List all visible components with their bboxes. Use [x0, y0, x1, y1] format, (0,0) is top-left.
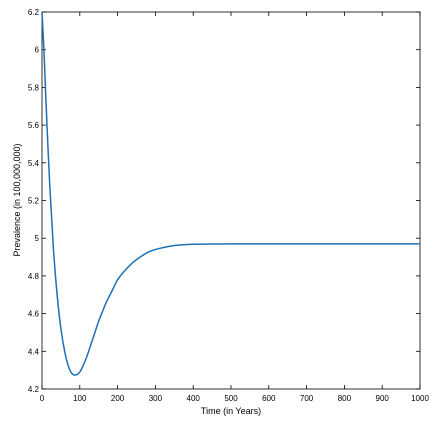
y-tick-label: 6.2	[28, 8, 40, 17]
x-tick-label: 0	[40, 394, 45, 403]
y-tick-label: 4.8	[28, 272, 40, 281]
y-tick-label: 4.4	[28, 347, 40, 356]
y-tick-label: 5.8	[28, 83, 40, 92]
x-tick-label: 1000	[411, 394, 429, 403]
y-tick-label: 5.2	[28, 197, 40, 206]
x-tick-label: 900	[376, 394, 390, 403]
y-tick-label: 5.6	[28, 121, 40, 130]
x-tick-label: 800	[338, 394, 352, 403]
y-tick-label: 5	[35, 234, 40, 243]
y-tick-label: 4.2	[28, 385, 40, 394]
x-tick-label: 600	[262, 394, 276, 403]
x-axis-ticks: 0 100 200 300 400 500 600 700 800 900 1000	[40, 12, 429, 403]
x-tick-label: 200	[111, 394, 125, 403]
x-tick-label: 400	[187, 394, 201, 403]
prevalence-series-line	[41, 11, 420, 376]
y-tick-label: 5.4	[28, 159, 40, 168]
x-tick-label: 100	[73, 394, 87, 403]
plot-area	[41, 11, 421, 390]
y-tick-label: 4.6	[28, 310, 40, 319]
x-tick-label: 300	[149, 394, 163, 403]
y-tick-label: 6	[35, 46, 40, 55]
x-tick-label: 700	[300, 394, 314, 403]
y-axis-label: Prevalence (in 100,000,000)	[12, 143, 22, 256]
y-axis-ticks: 4.2 4.4 4.6 4.8 5 5.2 5.4 5.6 5.8 6 6.2	[28, 8, 420, 394]
x-tick-label: 500	[224, 394, 238, 403]
x-axis-label: Time (in Years)	[201, 406, 261, 416]
